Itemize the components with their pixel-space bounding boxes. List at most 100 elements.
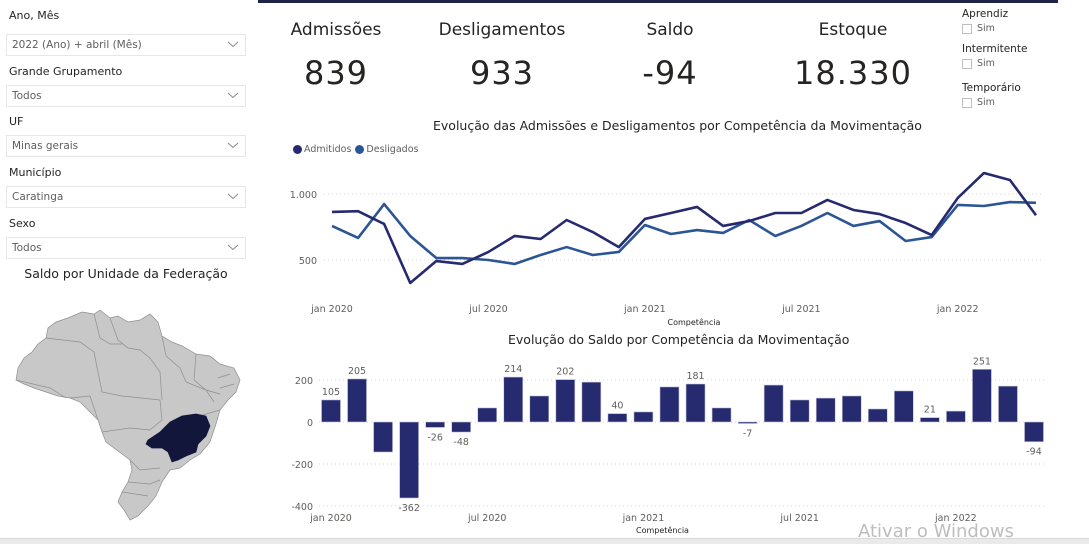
y-tick-label: 0 bbox=[307, 418, 313, 429]
checkbox-temporario-sim[interactable]: Sim bbox=[962, 97, 1021, 108]
bar-abr-2022[interactable] bbox=[1024, 421, 1044, 443]
bar-jun-2020[interactable] bbox=[451, 421, 471, 433]
checkbox-aprendiz-sim[interactable]: Sim bbox=[962, 23, 1008, 34]
data-label: -26 bbox=[427, 432, 443, 443]
bar-fev-2021[interactable] bbox=[659, 386, 680, 423]
bar-mar-2020[interactable] bbox=[373, 421, 393, 453]
data-label: -7 bbox=[743, 428, 752, 439]
data-label: 105 bbox=[322, 387, 340, 398]
legend-label: Admitidos bbox=[304, 144, 352, 155]
x-tick-label: jan 2022 bbox=[936, 304, 979, 315]
bottom-bar bbox=[0, 538, 1089, 544]
bar-chart-title: Evolução do Saldo por Competência da Mov… bbox=[508, 332, 850, 347]
data-label: 202 bbox=[556, 367, 574, 378]
filter-dropdown-municipio[interactable]: Caratinga bbox=[6, 186, 246, 208]
legend-label: Desligados bbox=[366, 144, 419, 155]
bar-fev-2020[interactable] bbox=[347, 378, 367, 423]
kpi-value: -94 bbox=[642, 54, 698, 92]
y-tick-label: 200 bbox=[295, 376, 313, 387]
chevron-down-icon bbox=[227, 41, 239, 48]
data-label: 21 bbox=[924, 405, 936, 416]
kpi-saldo: Saldo -94 bbox=[620, 20, 720, 92]
bar-nov-2021[interactable] bbox=[894, 390, 914, 423]
kpi-estoque: Estoque 18.330 bbox=[790, 20, 916, 92]
filter-dropdown-uf[interactable]: Minas gerais bbox=[6, 135, 246, 157]
bar-jan-2022[interactable] bbox=[946, 410, 966, 423]
bar-jul-2021[interactable] bbox=[789, 399, 810, 423]
bar-set-2020[interactable] bbox=[529, 395, 550, 423]
y-tick-label: 500 bbox=[299, 256, 317, 267]
filter-value-grande-grupamento: Todos bbox=[12, 90, 42, 102]
data-label: 40 bbox=[611, 401, 623, 412]
checkbox-intermitente-sim[interactable]: Sim bbox=[962, 58, 1027, 69]
x-tick-label: jul 2021 bbox=[779, 513, 819, 524]
filter-dropdown-grande-grupamento[interactable]: Todos bbox=[6, 85, 246, 107]
checkbox-icon[interactable] bbox=[962, 97, 972, 108]
kpi-title: Saldo bbox=[646, 20, 694, 40]
legend-item-desligados[interactable]: Desligados bbox=[355, 144, 418, 155]
filter-label-ano-mes: Ano, Mês bbox=[9, 9, 60, 22]
bar-abr-2021[interactable] bbox=[711, 407, 732, 423]
x-tick-label: jan 2020 bbox=[310, 304, 353, 315]
bar-set-2021[interactable] bbox=[841, 395, 862, 423]
checkbox-filter-title: Temporário bbox=[962, 82, 1021, 94]
filter-value-uf: Minas gerais bbox=[12, 140, 79, 152]
line-chart[interactable]: 500 1.000 jan 2020 jul 2020 jan 2021 jul 2021… bbox=[280, 160, 1060, 330]
legend-item-admitidos[interactable]: Admitidos bbox=[293, 144, 351, 155]
filter-value-ano-mes: 2022 (Ano) + abril (Mês) bbox=[12, 39, 142, 51]
data-label: -94 bbox=[1026, 447, 1042, 458]
bar-ago-2020[interactable] bbox=[503, 376, 524, 423]
x-tick-label: jan 2021 bbox=[623, 304, 666, 315]
data-label: 251 bbox=[973, 356, 991, 367]
bar-mai-2020[interactable] bbox=[425, 421, 445, 428]
x-tick-label: jul 2020 bbox=[468, 304, 508, 315]
filter-label-municipio: Município bbox=[9, 166, 62, 179]
legend-dot-icon bbox=[355, 145, 365, 154]
x-tick-label: jul 2021 bbox=[781, 304, 821, 315]
brazil-map-svg bbox=[15, 309, 241, 521]
bar-dez-2021[interactable] bbox=[920, 417, 940, 423]
bar-mar-2021[interactable] bbox=[685, 383, 706, 423]
map-region-brazil[interactable] bbox=[15, 309, 241, 521]
x-tick-label: jan 2022 bbox=[934, 513, 977, 524]
kpi-value: 839 bbox=[303, 54, 369, 92]
filter-label-sexo: Sexo bbox=[9, 217, 36, 230]
kpi-desligamentos: Desligamentos 933 bbox=[432, 20, 572, 92]
chevron-down-icon bbox=[227, 193, 239, 200]
brazil-map[interactable] bbox=[10, 292, 250, 527]
chevron-down-icon bbox=[227, 244, 239, 251]
bar-mai-2021[interactable] bbox=[737, 421, 758, 424]
bar-mar-2022[interactable] bbox=[998, 385, 1018, 423]
data-label: -362 bbox=[398, 503, 420, 514]
y-tick-label: -400 bbox=[291, 502, 313, 513]
chevron-down-icon bbox=[227, 92, 239, 99]
bar-jan-2020[interactable] bbox=[321, 399, 341, 423]
series-line-admitidos[interactable] bbox=[331, 171, 1038, 285]
y-tick-label: -200 bbox=[291, 460, 313, 471]
bar-out-2021[interactable] bbox=[867, 408, 888, 423]
bar-abr-2020[interactable] bbox=[399, 421, 419, 499]
bar-chart[interactable]: -400 -200 0 200 105 205 -362 -26 -48 214 202 40 181 -… bbox=[280, 350, 1060, 538]
bar-ago-2021[interactable] bbox=[815, 397, 836, 423]
checkbox-icon[interactable] bbox=[962, 58, 972, 69]
x-axis-label: Competência bbox=[636, 525, 689, 535]
map-region-minas-gerais[interactable] bbox=[145, 413, 211, 463]
checkbox-icon[interactable] bbox=[962, 23, 972, 34]
series-line-desligados[interactable] bbox=[331, 200, 1037, 266]
bar-fev-2022[interactable] bbox=[972, 368, 992, 423]
line-chart-title: Evolução das Admissões e Desligamentos p… bbox=[433, 118, 922, 133]
bar-jul-2020[interactable] bbox=[477, 407, 498, 423]
bar-out-2020[interactable] bbox=[555, 379, 576, 423]
filter-dropdown-sexo[interactable]: Todos bbox=[6, 237, 246, 259]
data-label: -48 bbox=[453, 437, 469, 448]
bar-dez-2020[interactable] bbox=[607, 413, 628, 423]
checkbox-label: Sim bbox=[977, 23, 995, 34]
checkbox-filter-title: Intermitente bbox=[962, 43, 1028, 55]
x-tick-label: jan 2021 bbox=[622, 513, 665, 524]
bar-jan-2021[interactable] bbox=[633, 411, 654, 423]
checkbox-filter-temporario: Temporário Sim bbox=[962, 82, 1021, 108]
filter-dropdown-ano-mes[interactable]: 2022 (Ano) + abril (Mês) bbox=[6, 34, 246, 56]
checkbox-filter-title: Aprendiz bbox=[962, 8, 1009, 20]
bar-nov-2020[interactable] bbox=[581, 381, 602, 423]
bar-jun-2021[interactable] bbox=[763, 384, 784, 423]
